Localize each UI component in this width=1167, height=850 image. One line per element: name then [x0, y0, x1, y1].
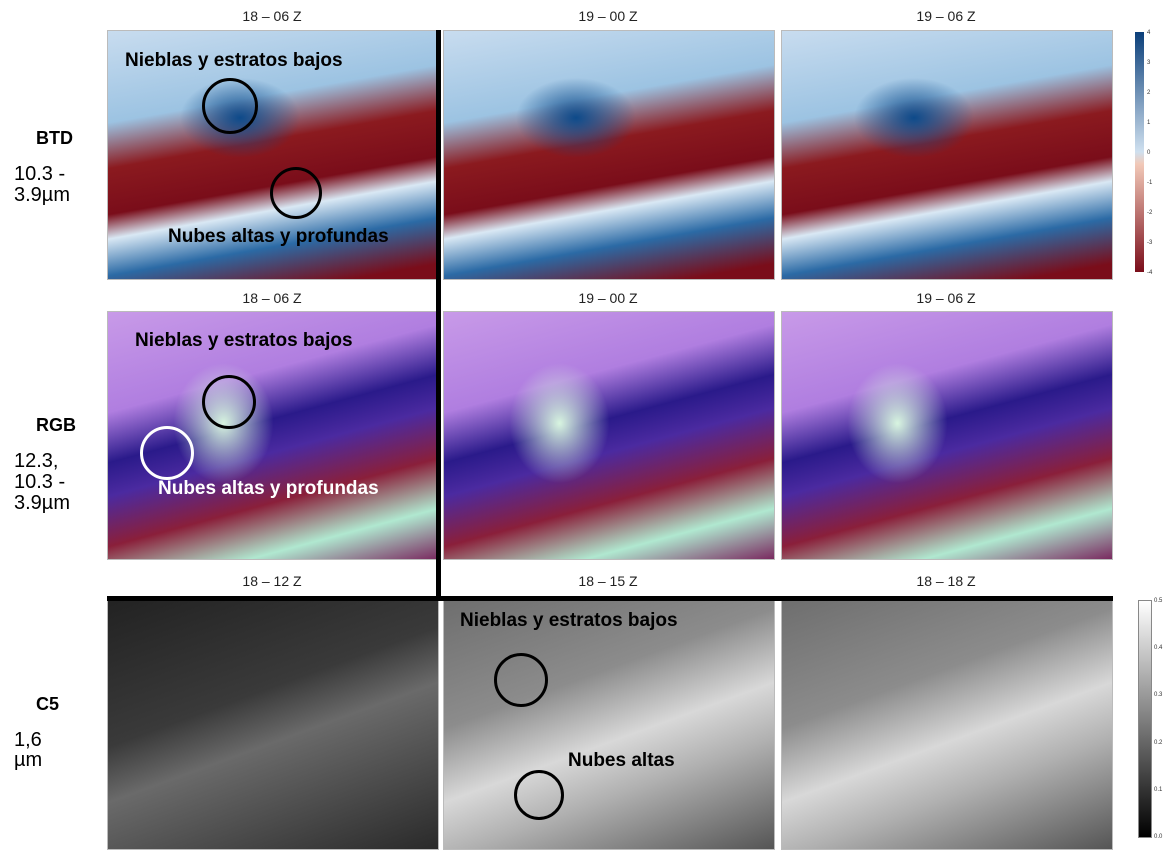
row-sublabel: 10.3 - [14, 472, 65, 493]
colorbar-btd [1135, 32, 1144, 272]
satellite-image [443, 598, 775, 850]
colorbar-tick-label: -3 [1147, 240, 1152, 246]
row-label: BTD [36, 128, 73, 149]
highlight-circle [202, 78, 258, 134]
highlight-circle [202, 375, 256, 429]
panel-title: 18 – 12 Z [107, 573, 437, 589]
panel-title: 19 – 00 Z [443, 8, 773, 24]
highlight-circle [270, 167, 322, 219]
annotation: Nieblas y estratos bajos [125, 50, 343, 72]
row-sublabel: 1,6 [14, 730, 42, 751]
colorbar-tick-label: 0.4 [1154, 645, 1162, 651]
colorbar-tick-label: -2 [1147, 210, 1152, 216]
divider-vertical [436, 30, 441, 600]
row-label: C5 [36, 694, 59, 715]
annotation: Nubes altas y profundas [158, 478, 379, 500]
colorbar-tick-label: 0.0 [1154, 834, 1162, 840]
panel-title: 18 – 15 Z [443, 573, 773, 589]
highlight-circle [140, 426, 194, 480]
colorbar-tick-label: -4 [1147, 270, 1152, 276]
colorbar-tick-label: 0.2 [1154, 740, 1162, 746]
annotation: Nubes altas y profundas [168, 226, 389, 248]
row-sublabel: 10.3 - [14, 164, 65, 185]
annotation: Nieblas y estratos bajos [135, 330, 353, 352]
satellite-image [443, 30, 775, 280]
panel-title: 19 – 00 Z [443, 290, 773, 306]
divider-horizontal [107, 596, 1113, 601]
row-sublabel: 3.9µm [14, 493, 70, 514]
panel-title: 18 – 06 Z [107, 290, 437, 306]
highlight-circle [514, 770, 564, 820]
satellite-image [443, 311, 775, 560]
row-sublabel: µm [14, 750, 42, 771]
colorbar-c5 [1138, 600, 1152, 838]
colorbar-tick-label: 0.3 [1154, 692, 1162, 698]
satellite-image [781, 30, 1113, 280]
panel-title: 18 – 06 Z [107, 8, 437, 24]
colorbar-tick-label: 0.1 [1154, 787, 1162, 793]
annotation: Nubes altas [568, 750, 675, 772]
satellite-image [781, 311, 1113, 560]
colorbar-tick-label: 2 [1147, 90, 1150, 96]
satellite-image [107, 598, 439, 850]
colorbar-tick-label: 0.5 [1154, 598, 1162, 604]
row-sublabel: 3.9µm [14, 185, 70, 206]
row-label: RGB [36, 415, 76, 436]
satellite-image [781, 598, 1113, 850]
annotation: Nieblas y estratos bajos [460, 610, 678, 632]
page: BTD10.3 -3.9µm18 – 06 ZNieblas y estrato… [0, 0, 1167, 850]
colorbar-tick-label: 0 [1147, 150, 1150, 156]
row-sublabel: 12.3, [14, 451, 58, 472]
colorbar-tick-label: 3 [1147, 60, 1150, 66]
panel-title: 18 – 18 Z [781, 573, 1111, 589]
colorbar-tick-label: 4 [1147, 30, 1150, 36]
highlight-circle [494, 653, 548, 707]
panel-title: 19 – 06 Z [781, 290, 1111, 306]
colorbar-tick-label: -1 [1147, 180, 1152, 186]
panel-title: 19 – 06 Z [781, 8, 1111, 24]
colorbar-tick-label: 1 [1147, 120, 1150, 126]
